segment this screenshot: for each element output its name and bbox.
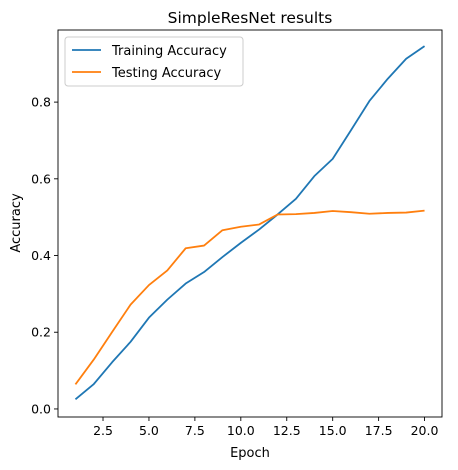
x-tick-label: 15.0 [319, 423, 347, 438]
legend: Training Accuracy Testing Accuracy [65, 37, 243, 86]
legend-label-testing: Testing Accuracy [111, 66, 221, 81]
chart-title: SimpleResNet results [168, 9, 333, 27]
x-tick-label: 20.0 [411, 423, 439, 438]
y-tick-label: 0.8 [31, 95, 51, 110]
x-tick-label: 12.5 [273, 423, 301, 438]
y-tick-label: 0.4 [31, 248, 51, 263]
x-axis-ticks: 2.5 5.0 7.5 10.0 12.5 15.0 17.5 20.0 [93, 417, 438, 438]
x-tick-label: 10.0 [227, 423, 255, 438]
x-tick-label: 7.5 [185, 423, 205, 438]
x-tick-label: 5.0 [139, 423, 159, 438]
y-tick-label: 0.6 [31, 171, 51, 186]
x-tick-label: 17.5 [365, 423, 393, 438]
x-axis-label: Epoch [230, 446, 270, 461]
y-tick-label: 0.2 [31, 325, 51, 340]
x-tick-label: 2.5 [93, 423, 113, 438]
legend-label-training: Training Accuracy [111, 44, 227, 59]
y-axis-ticks: 0.0 0.2 0.4 0.6 0.8 [31, 95, 58, 417]
y-tick-label: 0.0 [31, 401, 51, 416]
y-axis-label: Accuracy [9, 193, 24, 253]
